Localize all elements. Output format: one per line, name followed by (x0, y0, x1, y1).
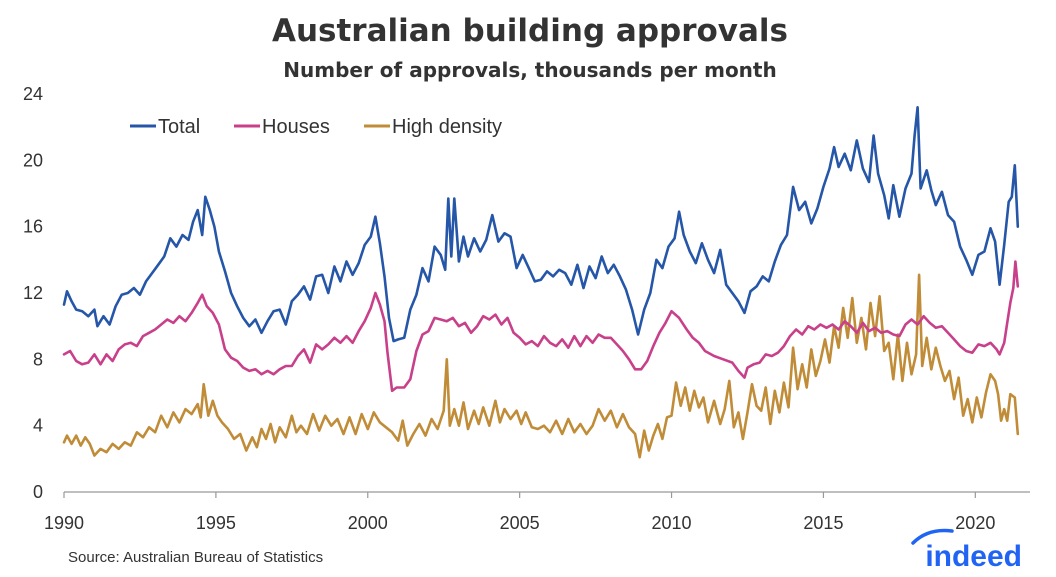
y-tick-label: 20 (23, 150, 43, 170)
x-tick-label: 2015 (803, 513, 843, 533)
x-tick-label: 2000 (348, 513, 388, 533)
x-axis: 1990 1995 2000 2005 2010 2015 2020 (44, 491, 1030, 533)
indeed-logo: indeed (911, 528, 1022, 573)
y-tick-label: 4 (33, 416, 43, 436)
y-tick-label: 8 (33, 349, 43, 369)
x-tick-label: 2010 (652, 513, 692, 533)
y-tick-label: 12 (23, 283, 43, 303)
y-axis: 0 4 8 12 16 20 24 (23, 84, 43, 502)
x-tick-label: 2020 (955, 513, 995, 533)
y-tick-label: 0 (33, 482, 43, 502)
logo-swoosh-icon (911, 528, 954, 545)
series-line-houses (62, 260, 1020, 393)
legend: Total Houses High density (130, 116, 502, 138)
y-tick-label: 16 (23, 217, 43, 237)
series-line-total (62, 106, 1020, 343)
y-tick-label: 24 (23, 84, 43, 104)
legend-label-high-density: High density (392, 116, 502, 138)
x-tick-label: 1990 (44, 513, 84, 533)
logo-wordmark: indeed (925, 540, 1022, 573)
legend-label-houses: Houses (262, 116, 330, 138)
chart-title: Australian building approvals (272, 13, 788, 49)
x-tick-label: 1995 (196, 513, 236, 533)
source-note: Source: Australian Bureau of Statistics (68, 549, 323, 566)
x-tick-label: 2005 (500, 513, 540, 533)
series-line-high-density (62, 273, 1020, 459)
series-lines (62, 106, 1020, 459)
chart-subtitle: Number of approvals, thousands per month (283, 58, 776, 82)
legend-label-total: Total (158, 116, 200, 138)
